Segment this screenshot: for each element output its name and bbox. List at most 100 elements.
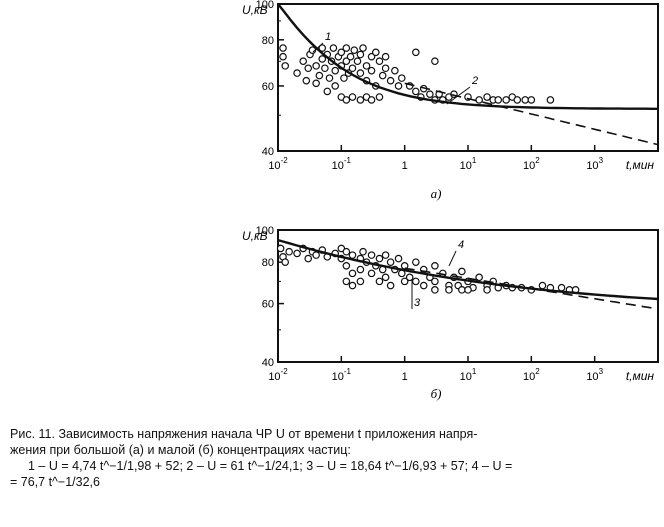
x-tick-label: 10-2 (268, 367, 288, 383)
data-point (381, 52, 390, 61)
data-point (375, 93, 384, 101)
data-point (329, 44, 338, 52)
data-point (331, 82, 339, 90)
data-point (321, 64, 329, 73)
data-point (426, 90, 434, 98)
data-point (431, 57, 439, 66)
x-axis-label: t,мин (626, 158, 655, 172)
data-point (342, 44, 351, 52)
data-point (458, 286, 466, 294)
plot-frame (277, 3, 659, 152)
data-point (527, 96, 536, 104)
x-tick-label: 1 (402, 371, 408, 383)
data-point (412, 258, 420, 266)
data-point (356, 96, 365, 104)
panel-label: а) (431, 186, 442, 201)
data-point (394, 254, 403, 263)
caption-line-2: жения при большой (а) и малой (б) концен… (10, 443, 351, 457)
data-point (475, 96, 483, 104)
data-point (356, 50, 365, 59)
data-point (445, 286, 453, 294)
data-point (521, 96, 529, 104)
data-point (348, 281, 357, 290)
y-axis-label: U,кВ (242, 3, 268, 17)
data-point (381, 64, 390, 73)
data-point (367, 251, 376, 259)
data-point (464, 286, 472, 294)
data-point (386, 281, 395, 290)
data-point (342, 277, 351, 286)
data-point (494, 96, 503, 104)
data-point (431, 286, 439, 294)
data-point (325, 74, 334, 82)
data-point (386, 76, 395, 85)
data-point (323, 87, 332, 96)
x-tick-label: 103 (586, 156, 603, 172)
data-point (386, 258, 395, 266)
data-point (312, 62, 320, 70)
data-point (285, 247, 293, 256)
data-point (331, 66, 339, 75)
curve-label-4: 4 (458, 239, 464, 251)
data-point (281, 62, 290, 70)
data-point (359, 247, 367, 256)
data-point (356, 277, 365, 286)
data-point (367, 269, 376, 278)
data-point (340, 74, 348, 82)
data-point (312, 251, 320, 259)
curve-4 (404, 267, 659, 310)
data-point (538, 281, 547, 290)
data-point (502, 96, 510, 104)
y-tick-label: 40 (262, 357, 274, 369)
panel-label: б) (431, 386, 442, 401)
data-point (546, 96, 555, 104)
caption-line-3: 1 – U = 4,74 t^−1/1,98 + 52; 2 – U = 61 … (28, 459, 513, 473)
y-tick-label: 100 (256, 225, 274, 237)
data-point (412, 48, 420, 57)
data-point (391, 66, 399, 75)
data-point (293, 249, 301, 258)
y-tick-label: 80 (262, 257, 274, 269)
data-point (342, 96, 351, 104)
data-point (412, 87, 420, 96)
data-point (299, 57, 308, 66)
data-point (353, 57, 362, 66)
data-point (279, 52, 287, 61)
data-point (412, 277, 420, 286)
curve-leader (446, 86, 471, 105)
x-tick-label: 102 (523, 156, 540, 172)
data-point (419, 281, 428, 290)
data-point (375, 254, 384, 263)
y-tick-label: 40 (262, 146, 274, 158)
data-point (475, 273, 483, 282)
data-point (367, 52, 376, 61)
y-tick-label: 60 (262, 81, 274, 93)
curve-2 (404, 82, 659, 146)
x-tick-label: 10-2 (268, 156, 288, 172)
data-point (431, 277, 439, 286)
data-point (281, 258, 290, 266)
data-point (279, 44, 287, 52)
data-point (375, 277, 384, 286)
y-tick-label: 80 (262, 35, 274, 47)
data-point (356, 69, 365, 77)
data-point (381, 273, 390, 282)
data-point (483, 286, 491, 294)
data-point (276, 244, 285, 253)
data-point (431, 261, 439, 270)
x-axis-label: t,мин (626, 369, 655, 383)
panel-b: 40 60 80 100 10-2 10-1 1 101 102 103 t,мин U,кВ 3 4 б) (242, 225, 659, 401)
data-point (342, 261, 351, 270)
data-point (348, 64, 357, 73)
x-tick-label: 10-1 (332, 156, 352, 172)
data-point (348, 251, 357, 259)
data-point (304, 254, 313, 263)
data-point (348, 93, 357, 101)
x-tick-label: 101 (460, 156, 477, 172)
figure-caption: Рис. 11. Зависимость напряжения начала Ч… (10, 426, 660, 490)
curve-label-2: 2 (471, 75, 478, 87)
data-point (342, 247, 351, 256)
figure: 40 60 80 100 10-2 10-1 1 101 102 103 t,мин U,кВ 1 2 а)… (242, 0, 659, 401)
x-tick-label: 1 (402, 160, 408, 172)
data-point (318, 44, 327, 52)
